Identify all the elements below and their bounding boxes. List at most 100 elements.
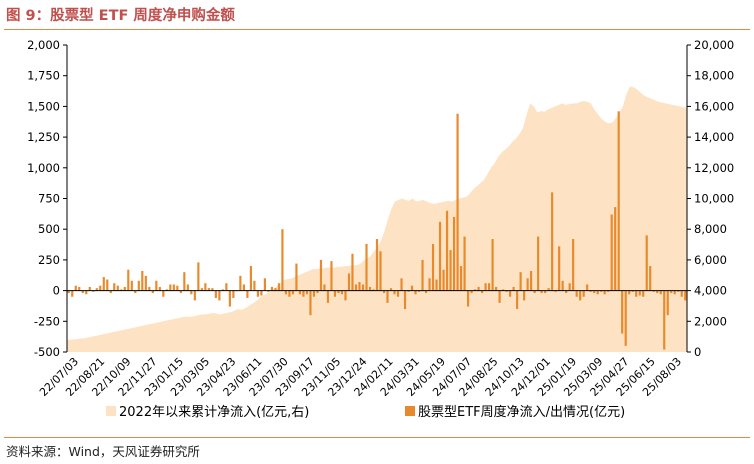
weekly-bar	[183, 272, 186, 291]
weekly-bar	[565, 290, 568, 294]
weekly-bar	[631, 290, 634, 292]
source-note: 资料来源：Wind，天风证券研究所	[6, 444, 200, 459]
weekly-bar	[284, 290, 288, 295]
weekly-bar	[537, 236, 540, 291]
weekly-bar	[312, 290, 316, 297]
weekly-bar	[323, 284, 326, 291]
weekly-bar	[568, 283, 571, 291]
weekly-bar	[88, 286, 91, 291]
weekly-bar	[452, 216, 456, 291]
weekly-bar	[249, 266, 252, 291]
weekly-bar	[347, 273, 351, 291]
weekly-bar	[614, 207, 617, 291]
weekly-bar	[649, 266, 652, 291]
weekly-bar	[621, 290, 624, 334]
weekly-bar	[645, 235, 648, 291]
weekly-bar	[533, 290, 536, 294]
weekly-bar	[666, 290, 669, 316]
weekly-bar	[509, 290, 512, 297]
weekly-bar	[600, 290, 603, 292]
weekly-bar	[116, 285, 119, 291]
weekly-bar	[624, 290, 627, 346]
weekly-bar	[516, 290, 519, 310]
weekly-bar	[123, 286, 126, 291]
left-tick-label: 1,250	[27, 130, 60, 144]
weekly-bar	[256, 290, 259, 297]
weekly-bar	[127, 269, 130, 291]
weekly-bar	[558, 246, 561, 291]
weekly-bar	[172, 284, 175, 291]
weekly-bar	[603, 290, 606, 295]
figure-title: 图 9：股票型 ETF 周度净申购金额	[6, 8, 235, 24]
footer-rule	[4, 437, 750, 438]
weekly-bar	[368, 286, 372, 291]
weekly-bar	[582, 290, 585, 297]
weekly-bar	[186, 284, 189, 291]
weekly-bar	[92, 290, 95, 292]
weekly-bar-layer	[67, 111, 687, 350]
weekly-bar	[221, 289, 224, 291]
weekly-bar	[102, 277, 105, 291]
weekly-bar	[596, 290, 599, 295]
weekly-bar	[144, 275, 147, 291]
weekly-bar	[617, 111, 620, 291]
right-tick-label: 18,000	[694, 69, 734, 83]
weekly-bar	[638, 290, 641, 296]
weekly-bar	[470, 290, 473, 294]
legend-area-swatch	[106, 406, 116, 416]
weekly-bar	[270, 286, 273, 291]
weekly-bar	[670, 290, 673, 294]
weekly-bar	[417, 290, 421, 292]
weekly-bar	[673, 290, 676, 295]
weekly-bar	[316, 290, 319, 294]
weekly-bar	[162, 290, 165, 297]
weekly-bar	[169, 284, 172, 291]
weekly-bar	[498, 290, 501, 303]
weekly-bar	[586, 284, 589, 291]
weekly-bar	[403, 290, 407, 310]
weekly-bar	[484, 283, 487, 291]
left-tick-label: -500	[34, 345, 60, 359]
weekly-bar	[179, 290, 182, 294]
weekly-bar	[141, 270, 144, 291]
weekly-bar	[106, 279, 109, 291]
left-tick-label: 500	[38, 222, 60, 236]
weekly-bar	[295, 263, 298, 291]
weekly-bar	[477, 286, 480, 291]
weekly-bar	[579, 290, 582, 301]
weekly-bar	[260, 290, 263, 296]
weekly-bar	[242, 284, 245, 291]
weekly-bar	[330, 261, 333, 291]
weekly-bar	[351, 253, 354, 291]
weekly-bar	[389, 288, 393, 291]
left-tick-label: 0	[53, 284, 60, 298]
left-tick-label: 750	[38, 192, 60, 206]
weekly-bar	[495, 286, 498, 291]
weekly-bar	[523, 290, 526, 301]
weekly-bar	[428, 278, 431, 291]
weekly-bar	[305, 290, 309, 295]
weekly-bar	[298, 290, 302, 295]
weekly-bar	[372, 289, 375, 291]
weekly-bar	[207, 288, 210, 291]
weekly-bar	[288, 290, 291, 297]
weekly-bar	[589, 290, 592, 292]
weekly-bar	[445, 210, 449, 291]
weekly-bar	[473, 289, 477, 291]
cumulative-area-layer	[67, 86, 687, 352]
weekly-bar	[652, 290, 655, 292]
weekly-bar	[442, 269, 445, 291]
weekly-bar	[134, 290, 137, 294]
left-tick-label: 1,750	[27, 69, 60, 83]
title-rule	[4, 29, 750, 30]
weekly-bar	[410, 285, 414, 291]
weekly-bar	[680, 290, 683, 297]
weekly-bar	[382, 290, 386, 294]
weekly-bar	[319, 259, 323, 291]
weekly-bar	[326, 290, 330, 303]
weekly-bar	[81, 290, 84, 294]
weekly-bar	[519, 272, 522, 291]
weekly-bar	[526, 278, 529, 291]
right-tick-label: 6,000	[694, 253, 727, 267]
weekly-bar	[193, 290, 196, 301]
